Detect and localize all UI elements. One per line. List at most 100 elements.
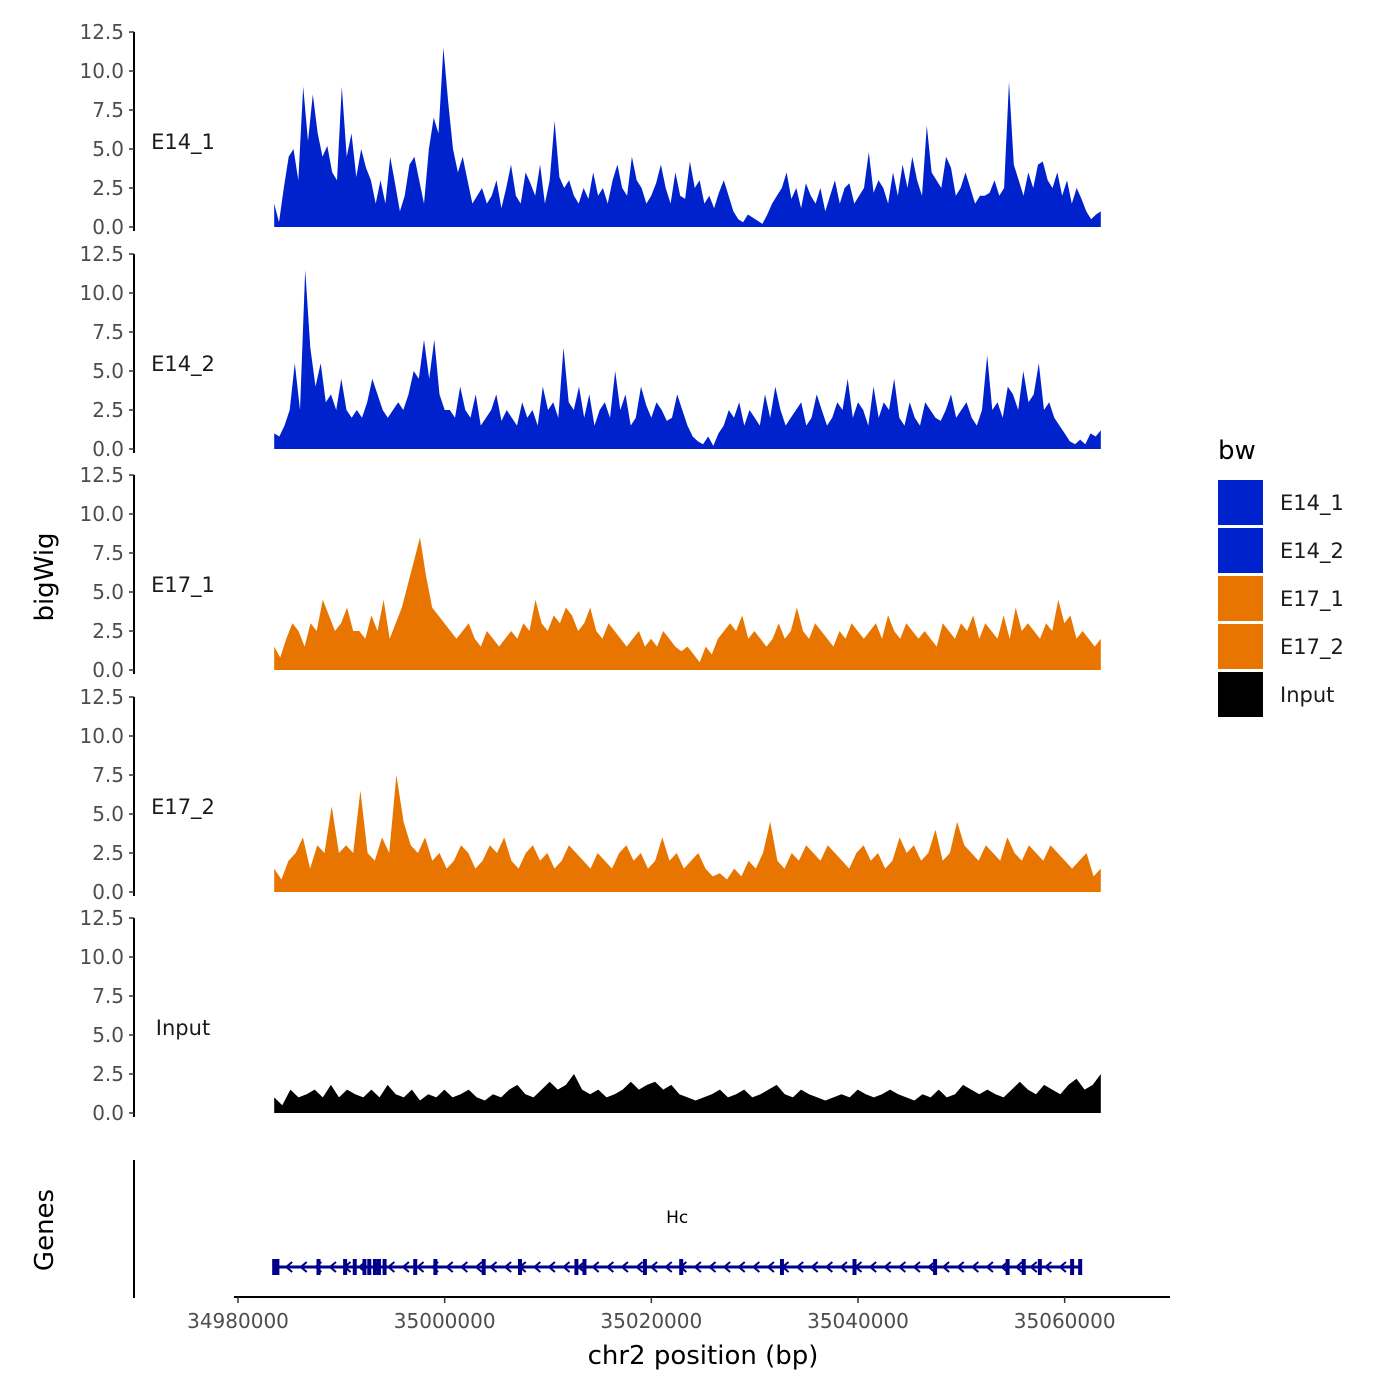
- y-tick-label: 10.0: [79, 945, 124, 969]
- strand-arrow: [562, 1261, 571, 1273]
- strand-arrow: [1029, 1261, 1038, 1273]
- gene-exon: [1005, 1259, 1010, 1275]
- strand-arrow: [459, 1261, 469, 1273]
- y-axis-title: bigWig: [30, 532, 60, 621]
- y-tick-label: 10.0: [79, 502, 124, 526]
- legend-key-E14_2: [1218, 528, 1263, 573]
- gene-exon: [362, 1259, 367, 1275]
- x-tick-label: 35020000: [600, 1309, 702, 1333]
- y-tick-label: 10.0: [79, 281, 124, 305]
- signal-area-E14_1: [274, 47, 1101, 227]
- y-tick-label: 2.5: [92, 398, 124, 422]
- strand-arrow: [927, 1261, 936, 1273]
- strand-arrow: [518, 1261, 527, 1273]
- y-tick-label: 5.0: [92, 1023, 124, 1047]
- track-label: E14_1: [151, 130, 215, 155]
- track-E14_1: 0.0 2.5 5.0 7.5 10.0 12.5 E14_1: [79, 20, 1101, 239]
- strand-arrow: [474, 1261, 483, 1273]
- strand-arrow: [591, 1261, 600, 1273]
- y-tick-label: 12.5: [79, 20, 124, 44]
- strand-arrow: [649, 1261, 658, 1273]
- strand-arrow: [897, 1261, 907, 1273]
- strand-arrow: [576, 1261, 585, 1273]
- strand-arrow: [664, 1261, 673, 1273]
- strand-arrow: [605, 1261, 615, 1273]
- gene-exon: [574, 1259, 579, 1275]
- strand-arrow: [868, 1261, 877, 1273]
- strand-arrow: [357, 1261, 366, 1273]
- strand-arrow: [1014, 1261, 1023, 1273]
- strand-arrow: [839, 1261, 848, 1273]
- strand-arrow: [489, 1261, 498, 1273]
- legend: bw E14_1 E14_2 E17_1 E17_2 Input: [1218, 436, 1344, 717]
- y-tick-label: 12.5: [79, 906, 124, 930]
- y-tick-label: 0.0: [92, 658, 124, 682]
- gene-exon: [933, 1259, 938, 1275]
- strand-arrow: [970, 1261, 980, 1273]
- strand-arrow: [343, 1261, 352, 1273]
- gene-exon: [1078, 1259, 1083, 1275]
- legend-title: bw: [1218, 436, 1256, 466]
- strand-arrow: [737, 1261, 746, 1273]
- y-tick-label: 0.0: [92, 1101, 124, 1125]
- legend-key-E14_1: [1218, 480, 1263, 525]
- gene-exon: [352, 1259, 357, 1275]
- strand-arrow: [956, 1261, 965, 1273]
- gene-track: Hc: [133, 1160, 1083, 1298]
- y-tick-label: 10.0: [79, 59, 124, 83]
- strand-arrow: [708, 1261, 717, 1273]
- gene-exon: [642, 1259, 647, 1275]
- gene-exon: [316, 1259, 321, 1275]
- y-tick-label: 0.0: [92, 215, 124, 239]
- strand-arrow: [328, 1261, 337, 1273]
- y-tick-label: 12.5: [79, 685, 124, 709]
- y-tick-label: 5.0: [92, 137, 124, 161]
- strand-arrow: [503, 1261, 512, 1273]
- y-tick-label: 5.0: [92, 359, 124, 383]
- strand-arrow: [883, 1261, 892, 1273]
- legend-label: Input: [1280, 683, 1334, 707]
- y-tick-label: 7.5: [92, 320, 124, 344]
- bigwig-tracks: 0.0 2.5 5.0 7.5 10.0 12.5 E14_1 0.0 2.5 5.0 7.5 10.…: [79, 20, 1101, 1125]
- y-tick-label: 2.5: [92, 176, 124, 200]
- gene-exon: [1070, 1259, 1075, 1275]
- strand-arrow: [854, 1261, 863, 1273]
- strand-arrow: [985, 1261, 994, 1273]
- strand-arrow: [1000, 1261, 1009, 1273]
- strand-arrow: [445, 1261, 454, 1273]
- y-tick-label: 0.0: [92, 880, 124, 904]
- y-tick-label: 2.5: [92, 619, 124, 643]
- strand-arrow: [766, 1261, 775, 1273]
- legend-key-E17_1: [1218, 576, 1263, 621]
- strand-arrow: [635, 1261, 644, 1273]
- y-tick-label: 12.5: [79, 463, 124, 487]
- y-tick-label: 7.5: [92, 541, 124, 565]
- gene-exon: [382, 1259, 387, 1275]
- gene-exon: [272, 1259, 277, 1275]
- track-E17_2: 0.0 2.5 5.0 7.5 10.0 12.5 E17_2: [79, 685, 1101, 904]
- x-tick-label: 35000000: [394, 1309, 496, 1333]
- gene-exon: [275, 1259, 280, 1275]
- strand-arrow: [547, 1261, 556, 1273]
- y-tick-label: 7.5: [92, 98, 124, 122]
- y-tick-label: 0.0: [92, 437, 124, 461]
- y-tick-label: 5.0: [92, 580, 124, 604]
- y-tick-label: 5.0: [92, 802, 124, 826]
- gene-exon: [1021, 1259, 1026, 1275]
- strand-arrow: [941, 1261, 950, 1273]
- y-tick-label: 10.0: [79, 724, 124, 748]
- y-tick-label: 7.5: [92, 763, 124, 787]
- legend-key-Input: [1218, 672, 1263, 717]
- gene-axis-title: Genes: [30, 1189, 60, 1271]
- strand-arrow: [401, 1261, 410, 1273]
- track-E14_2: 0.0 2.5 5.0 7.5 10.0 12.5 E14_2: [79, 242, 1101, 461]
- gene-exon: [582, 1259, 587, 1275]
- legend-label: E14_2: [1280, 539, 1344, 564]
- gene-exon: [481, 1259, 486, 1275]
- track-label: E14_2: [151, 352, 215, 377]
- strand-arrow: [912, 1261, 921, 1273]
- strand-arrow: [430, 1261, 439, 1273]
- track-label: Input: [156, 1016, 210, 1040]
- strand-arrow: [693, 1261, 702, 1273]
